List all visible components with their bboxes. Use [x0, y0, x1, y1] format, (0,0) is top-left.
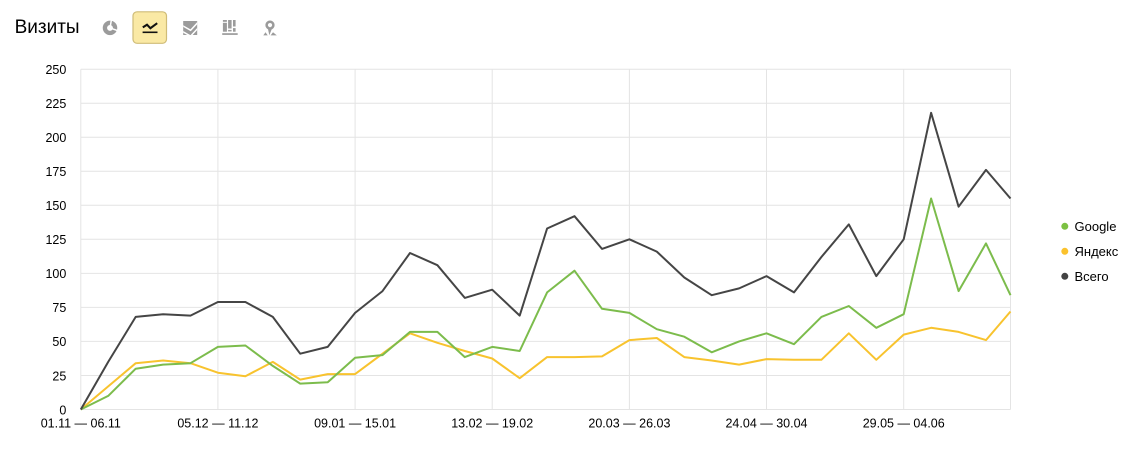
svg-text:175: 175 — [45, 165, 66, 179]
svg-text:20.03 — 26.03: 20.03 — 26.03 — [588, 416, 670, 430]
svg-text:05.12 — 11.12: 05.12 — 11.12 — [177, 416, 258, 430]
svg-text:01.11 — 06.11: 01.11 — 06.11 — [41, 416, 121, 430]
svg-text:0: 0 — [59, 403, 66, 417]
svg-text:Google: Google — [1075, 219, 1117, 234]
svg-text:125: 125 — [45, 233, 66, 247]
svg-text:29.05 — 04.06: 29.05 — 04.06 — [863, 416, 945, 430]
svg-text:13.02 — 19.02: 13.02 — 19.02 — [451, 416, 533, 430]
svg-text:200: 200 — [45, 131, 66, 145]
svg-text:Визиты: Визиты — [15, 17, 80, 38]
svg-text:50: 50 — [52, 335, 66, 349]
svg-text:09.01 — 15.01: 09.01 — 15.01 — [314, 416, 396, 430]
svg-text:Яндекс: Яндекс — [1075, 244, 1119, 259]
svg-text:25: 25 — [52, 369, 66, 383]
svg-text:100: 100 — [45, 267, 66, 281]
svg-text:75: 75 — [52, 301, 66, 315]
svg-text:24.04 — 30.04: 24.04 — 30.04 — [725, 416, 807, 430]
svg-text:Всего: Всего — [1075, 269, 1109, 284]
svg-text:150: 150 — [45, 199, 66, 213]
svg-text:225: 225 — [45, 97, 66, 111]
svg-text:250: 250 — [45, 63, 66, 77]
